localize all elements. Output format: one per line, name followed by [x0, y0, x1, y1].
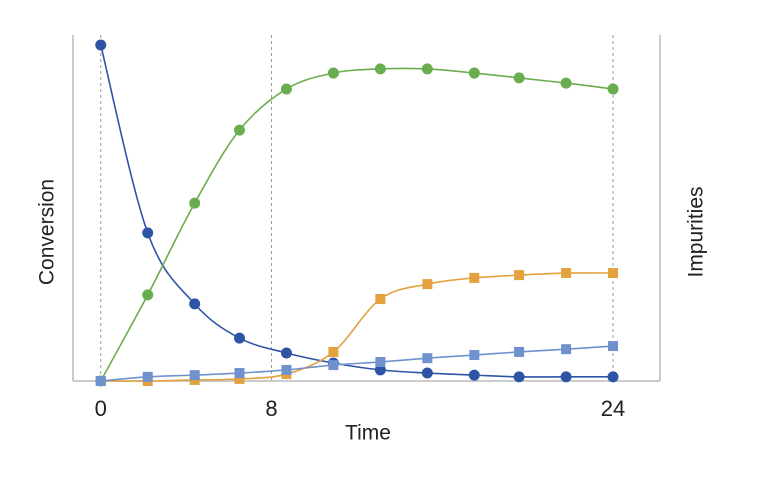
marker	[142, 371, 153, 382]
x-axis-title: Time	[345, 422, 391, 445]
marker	[142, 289, 154, 301]
marker	[374, 63, 386, 75]
series-line	[100, 345, 614, 382]
marker	[514, 346, 525, 357]
x-tick-label: 8	[265, 396, 277, 421]
marker	[280, 83, 292, 95]
marker	[95, 376, 106, 386]
marker	[607, 83, 619, 95]
marker	[233, 332, 245, 344]
marker	[608, 341, 619, 352]
x-tick-label: 24	[601, 396, 625, 421]
marker	[281, 364, 292, 375]
marker	[421, 63, 433, 75]
marker	[422, 279, 433, 290]
marker	[327, 67, 339, 79]
marker	[234, 373, 245, 384]
marker	[280, 347, 292, 359]
series-line	[99, 44, 614, 378]
series-line	[100, 272, 614, 382]
marker	[560, 77, 572, 89]
marker	[468, 369, 480, 381]
marker	[233, 124, 245, 136]
y-axis-title: Conversion	[36, 179, 59, 285]
marker	[560, 371, 572, 383]
marker	[189, 370, 200, 381]
marker	[375, 293, 386, 304]
marker	[375, 356, 386, 367]
marker	[95, 39, 107, 51]
marker	[469, 272, 480, 283]
marker	[142, 227, 154, 239]
series-line	[100, 67, 614, 382]
marker	[328, 346, 339, 357]
marker	[422, 353, 433, 364]
marker	[514, 270, 525, 281]
marker	[469, 350, 480, 361]
marker	[607, 371, 619, 383]
marker	[513, 72, 525, 84]
marker	[374, 364, 386, 376]
marker	[328, 360, 339, 371]
marker	[234, 368, 245, 379]
y2-axis-title: Impurities	[685, 186, 708, 277]
marker	[421, 367, 433, 379]
x-tick-label: 0	[95, 396, 107, 421]
marker	[513, 371, 525, 383]
marker	[189, 197, 201, 209]
marker	[189, 298, 201, 310]
marker	[608, 268, 619, 279]
marker	[468, 67, 480, 79]
marker	[561, 344, 572, 355]
marker	[561, 268, 572, 279]
